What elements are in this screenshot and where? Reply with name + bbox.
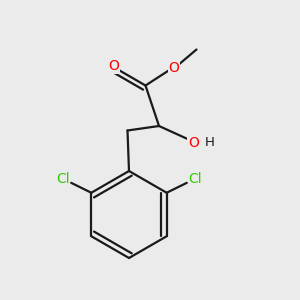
Text: H: H — [205, 136, 215, 149]
Text: Cl: Cl — [56, 172, 70, 186]
Text: O: O — [169, 61, 179, 74]
Text: O: O — [108, 59, 119, 73]
Text: Cl: Cl — [188, 172, 202, 186]
Text: O: O — [188, 136, 199, 149]
